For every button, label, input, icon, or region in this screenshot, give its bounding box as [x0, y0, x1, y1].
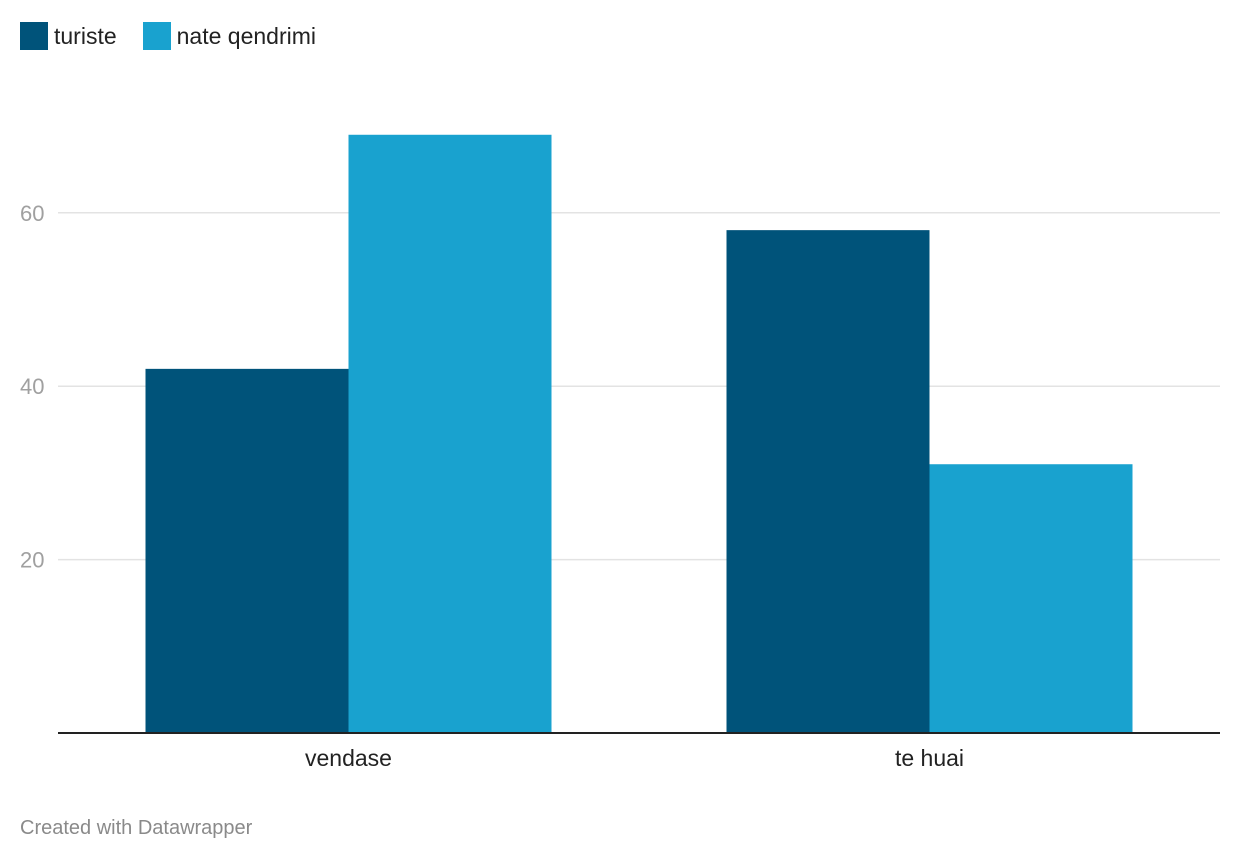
y-tick-label-20: 20	[20, 548, 44, 573]
bar-chart: 20 40 60 vendase te huai	[20, 134, 1220, 771]
legend-label-turiste: turiste	[54, 22, 117, 49]
legend-label-nate-qendrimi: nate qendrimi	[176, 22, 316, 49]
bar-turiste-te-huai	[726, 230, 930, 733]
legend-item-turiste: turiste	[20, 22, 117, 50]
y-tick-label-40: 40	[20, 374, 44, 399]
bar-nate-qendrimi-vendase	[348, 134, 552, 733]
x-category-label-te-huai: te huai	[895, 745, 964, 771]
y-tick-label-60: 60	[20, 201, 44, 226]
x-category-label-vendase: vendase	[305, 745, 392, 771]
bar-turiste-vendase	[145, 368, 349, 733]
bar-nate-qendrimi-te-huai	[929, 464, 1133, 733]
legend-swatch-nate-qendrimi	[142, 22, 171, 50]
legend-item-nate-qendrimi: nate qendrimi	[142, 22, 316, 50]
legend: turiste nate qendrimi	[20, 22, 316, 50]
legend-swatch-turiste	[20, 22, 48, 50]
footer-credit: Created with Datawrapper	[20, 817, 253, 839]
